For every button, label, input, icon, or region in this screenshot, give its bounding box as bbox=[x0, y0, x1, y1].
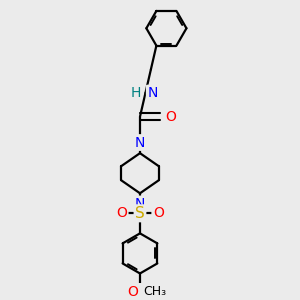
Text: S: S bbox=[135, 206, 145, 221]
Text: N: N bbox=[147, 86, 158, 100]
Text: O: O bbox=[153, 206, 164, 220]
Text: O: O bbox=[165, 110, 176, 124]
Text: N: N bbox=[135, 197, 145, 211]
Text: H: H bbox=[130, 86, 141, 100]
Text: CH₃: CH₃ bbox=[144, 285, 167, 298]
Text: O: O bbox=[116, 206, 127, 220]
Text: N: N bbox=[135, 136, 145, 149]
Text: O: O bbox=[127, 285, 138, 299]
